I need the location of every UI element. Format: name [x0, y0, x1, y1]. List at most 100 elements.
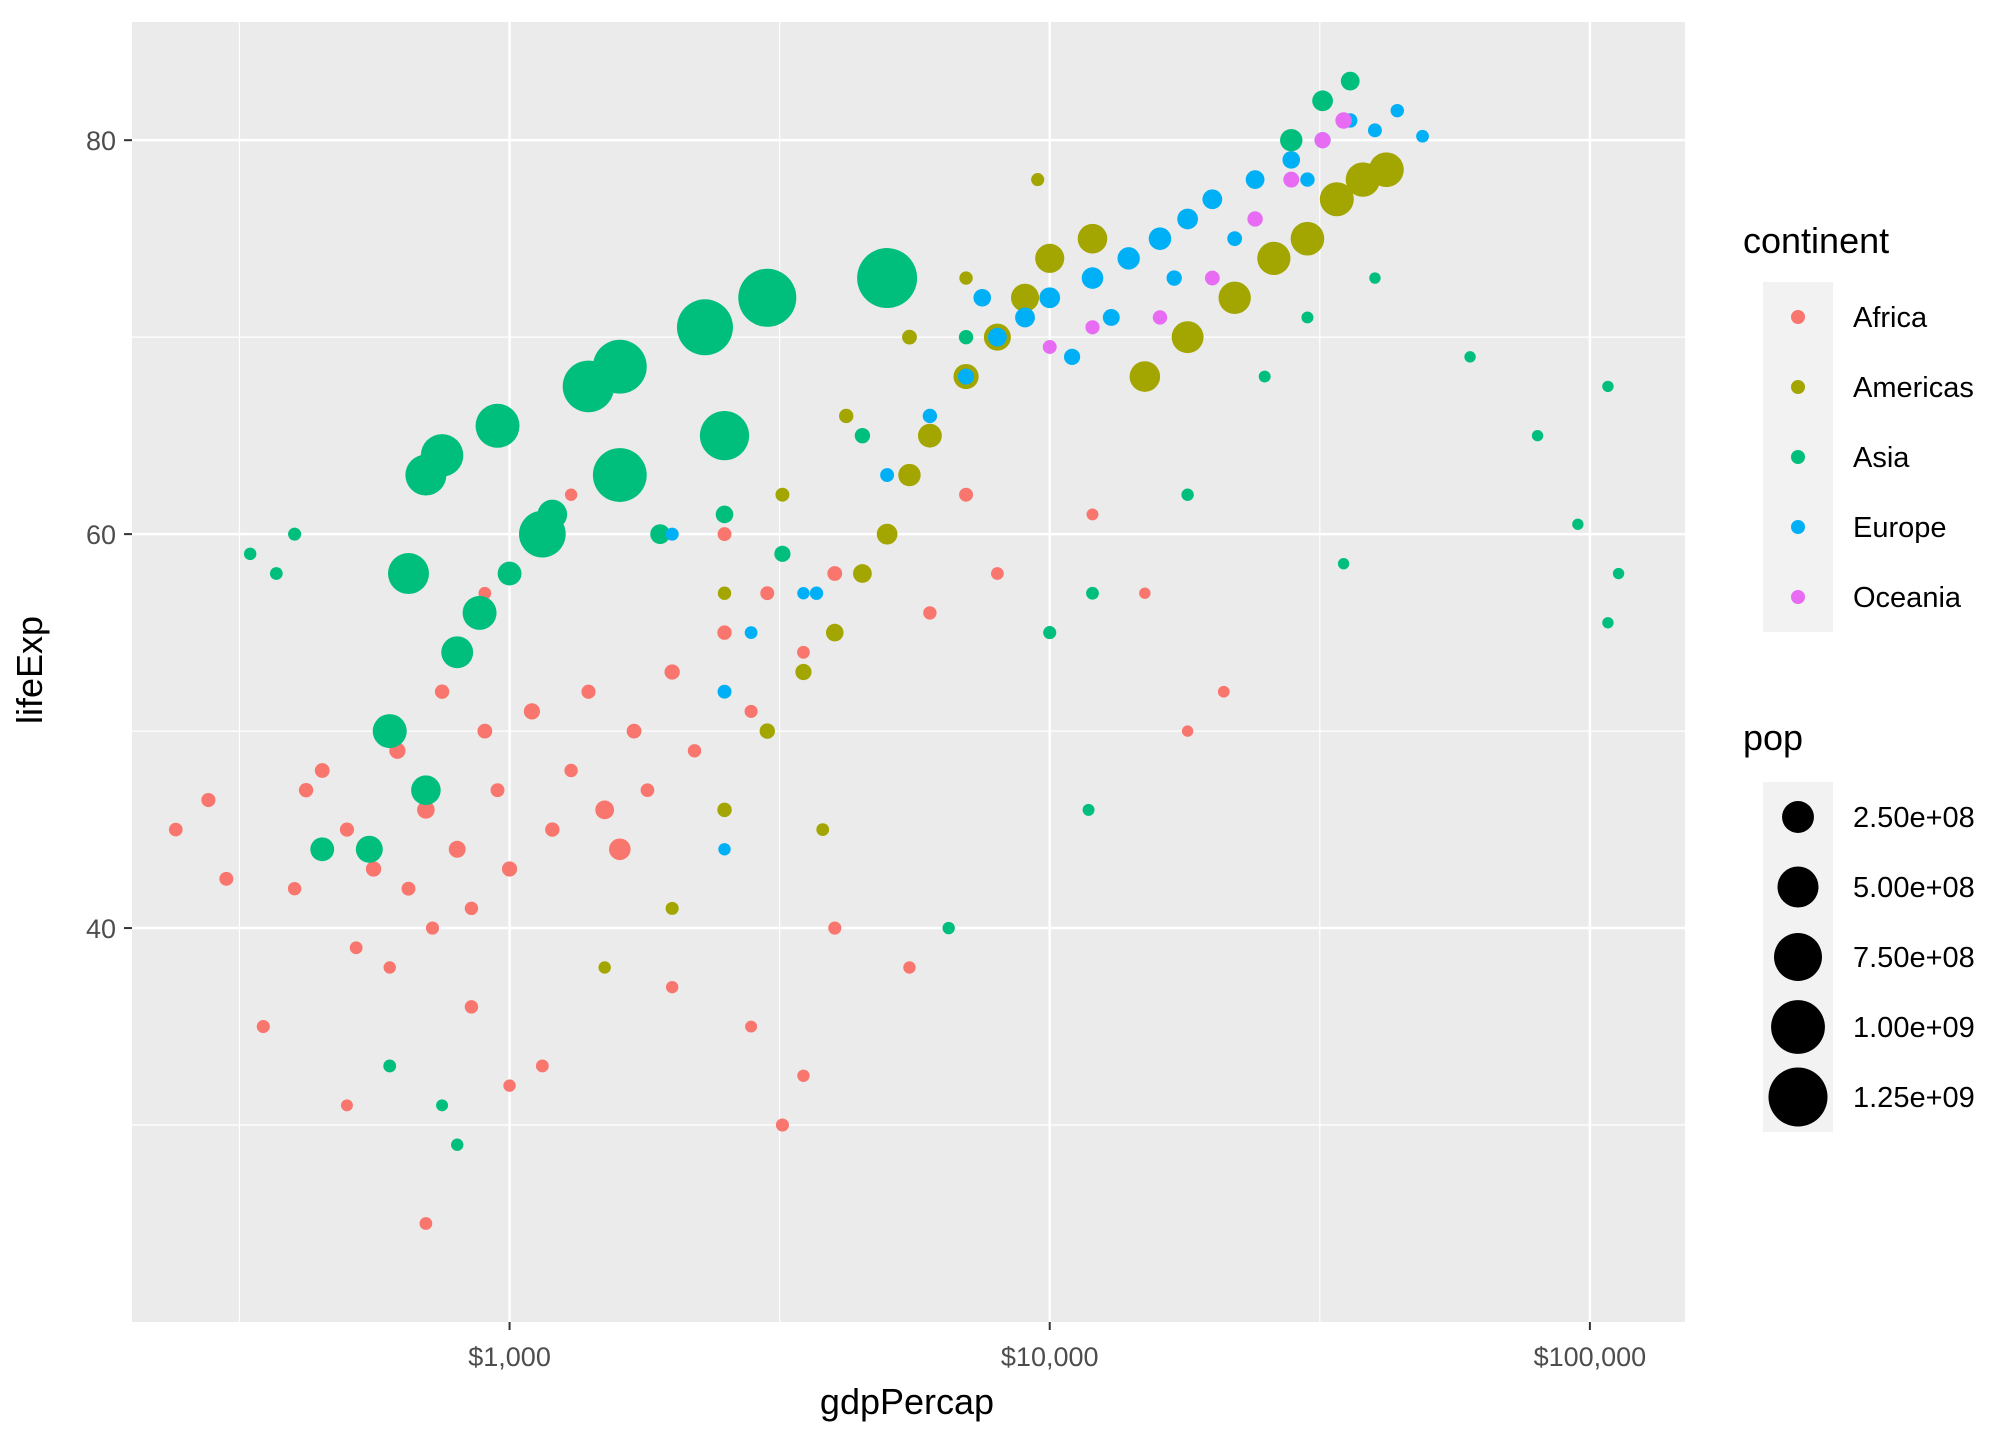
- data-point-americas: [1031, 173, 1045, 187]
- data-point-asia: [592, 339, 647, 394]
- data-point-oceania: [1085, 320, 1100, 335]
- data-point-africa: [717, 625, 732, 640]
- data-point-europe: [1245, 170, 1265, 189]
- data-point-oceania: [1335, 112, 1352, 129]
- data-point-europe: [1063, 348, 1081, 365]
- data-point-oceania: [1152, 310, 1168, 325]
- data-point-asia: [436, 1099, 449, 1112]
- data-point-europe: [1177, 208, 1198, 230]
- data-point-africa: [339, 822, 355, 837]
- size-legend-label: 2.50e+08: [1853, 802, 1975, 834]
- data-point-asia: [1369, 272, 1381, 284]
- data-point-americas: [959, 271, 973, 285]
- data-point-americas: [902, 329, 917, 345]
- data-point-europe: [717, 684, 732, 699]
- data-point-asia: [383, 1059, 397, 1073]
- data-point-asia: [462, 595, 497, 630]
- data-point-americas: [1257, 241, 1291, 275]
- data-point-europe: [1390, 103, 1404, 118]
- data-point-africa: [687, 744, 702, 758]
- data-point-asia: [1572, 518, 1584, 530]
- data-point-africa: [744, 704, 758, 718]
- data-point-asia: [355, 835, 383, 863]
- data-point-africa: [595, 800, 615, 820]
- data-point-asia: [411, 775, 441, 805]
- data-point-asia: [310, 837, 335, 862]
- data-point-europe: [809, 586, 824, 600]
- size-legend-key: [1777, 866, 1819, 908]
- size-legend-key: [1768, 1067, 1828, 1127]
- data-point-africa: [1181, 725, 1194, 737]
- data-point-africa: [448, 840, 466, 858]
- data-point-americas: [825, 623, 844, 642]
- data-point-asia: [854, 427, 871, 444]
- data-point-americas: [759, 723, 775, 739]
- data-point-asia: [738, 268, 797, 327]
- data-point-asia: [857, 248, 918, 309]
- data-point-africa: [219, 871, 234, 886]
- legend-label-europe: Europe: [1853, 512, 1947, 544]
- data-point-asia: [1312, 90, 1333, 112]
- data-point-americas: [917, 423, 942, 448]
- data-point-europe: [1102, 308, 1120, 326]
- data-point-asia: [387, 553, 430, 595]
- data-point-asia: [1258, 370, 1271, 383]
- data-point-asia: [1340, 71, 1360, 91]
- data-point-asia: [958, 329, 974, 345]
- legend-key-europe: [1791, 520, 1805, 534]
- data-point-africa: [477, 723, 493, 739]
- data-point-africa: [434, 684, 450, 699]
- data-point-africa: [168, 822, 183, 837]
- data-point-africa: [609, 838, 631, 861]
- panel-background: [132, 22, 1685, 1322]
- data-point-africa: [665, 980, 679, 994]
- data-point-americas: [876, 523, 898, 545]
- data-point-asia: [405, 454, 447, 496]
- data-point-asia: [451, 1138, 464, 1151]
- data-point-asia: [1082, 803, 1095, 816]
- data-point-europe: [1300, 172, 1315, 187]
- data-point-africa: [564, 488, 578, 501]
- data-point-asia: [676, 299, 733, 356]
- data-point-americas: [1129, 361, 1161, 392]
- data-point-americas: [1035, 243, 1065, 273]
- data-point-asia: [372, 714, 407, 749]
- data-point-americas: [1319, 182, 1354, 217]
- data-point-asia: [715, 505, 734, 524]
- x-axis-title: gdpPercap: [820, 1381, 994, 1422]
- data-point-europe: [880, 468, 895, 482]
- data-point-africa: [797, 1069, 810, 1082]
- data-point-europe: [987, 327, 1007, 347]
- data-point-asia: [1086, 586, 1099, 600]
- legend-label-africa: Africa: [1853, 302, 1928, 334]
- data-point-africa: [503, 1079, 516, 1092]
- data-point-americas: [1077, 223, 1108, 254]
- data-point-africa: [923, 606, 937, 620]
- data-point-africa: [523, 703, 541, 720]
- legend-key-africa: [1791, 310, 1805, 324]
- size-legend-label: 5.00e+08: [1853, 872, 1975, 904]
- data-point-oceania: [1247, 211, 1263, 227]
- data-point-europe: [1282, 151, 1301, 169]
- legend-label-asia: Asia: [1853, 442, 1910, 474]
- legend-key-americas: [1791, 380, 1805, 394]
- data-point-europe: [1148, 227, 1172, 250]
- data-point-asia: [942, 921, 955, 935]
- data-point-asia: [1612, 567, 1625, 580]
- data-point-asia: [1043, 626, 1057, 640]
- data-point-asia: [699, 411, 750, 461]
- data-point-africa: [827, 566, 843, 581]
- y-axis-title: lifeExp: [9, 616, 50, 724]
- color-legend-title: continent: [1743, 220, 1889, 261]
- data-point-americas: [717, 802, 732, 818]
- legend-key-asia: [1791, 450, 1805, 464]
- data-point-africa: [990, 567, 1004, 580]
- data-point-africa: [201, 792, 216, 808]
- data-point-americas: [1218, 281, 1251, 314]
- data-point-asia: [1602, 617, 1614, 629]
- data-point-africa: [340, 1099, 353, 1112]
- size-legend-key: [1771, 1000, 1825, 1054]
- data-point-africa: [535, 1059, 549, 1073]
- data-point-asia: [269, 567, 283, 580]
- data-point-africa: [464, 901, 479, 916]
